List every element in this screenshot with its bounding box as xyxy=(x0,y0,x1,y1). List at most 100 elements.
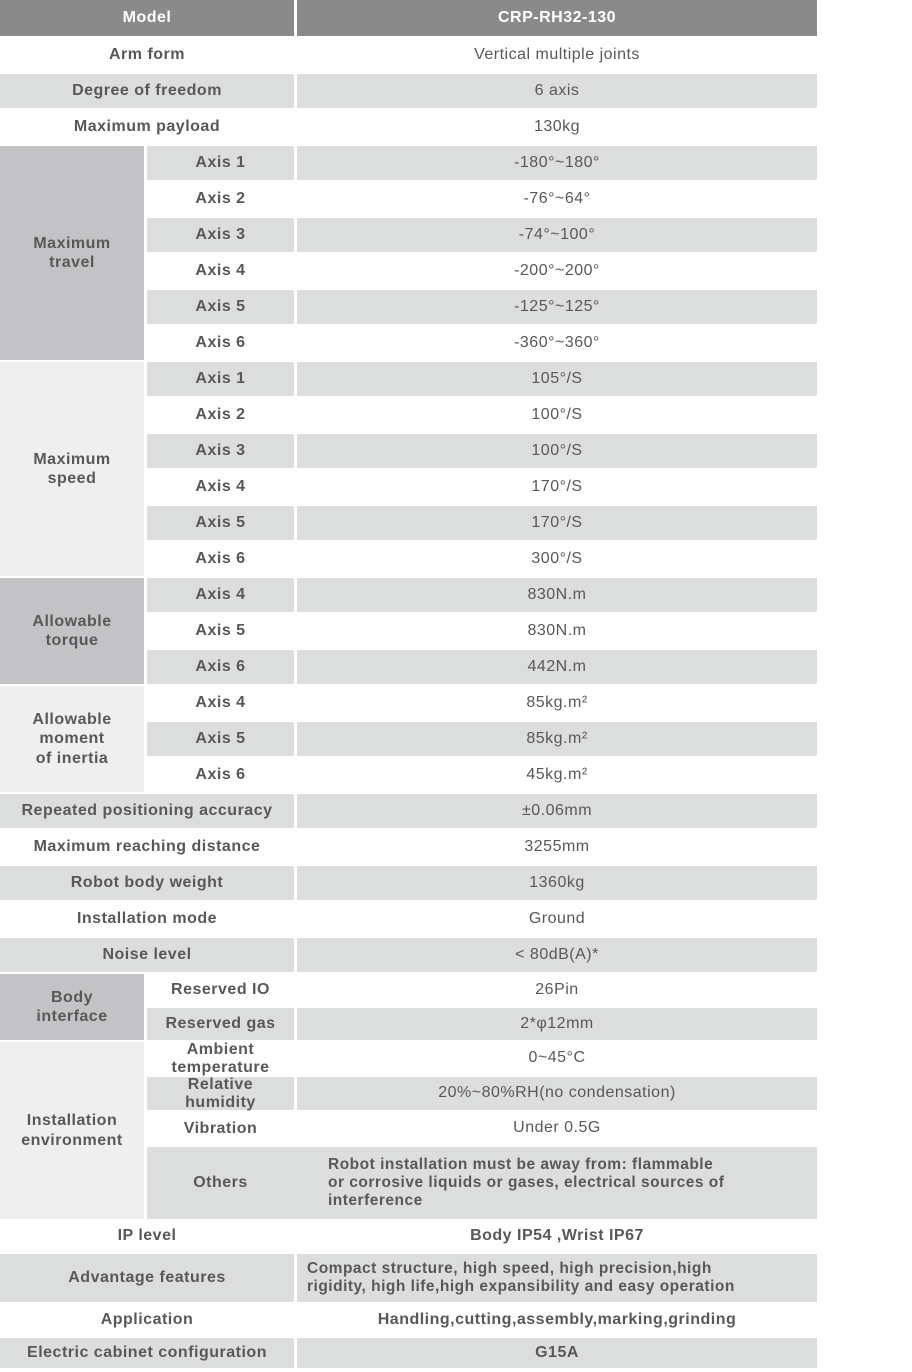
group-row-axis-5: Axis 5 85kg.m² xyxy=(147,722,817,756)
axis-value: 170°/S xyxy=(297,470,817,504)
group-rows: Axis 1 -180°~180° Axis 2 -76°~64° Axis 3… xyxy=(147,146,817,360)
row-value: Compact structure, high speed, high prec… xyxy=(297,1254,817,1302)
row-value: Handling,cutting,assembly,marking,grindi… xyxy=(297,1304,817,1336)
group-row-axis-3: Axis 3 -74°~100° xyxy=(147,218,817,252)
spec-row-installation-mode: Installation mode Ground xyxy=(0,902,817,936)
spec-row-application: Application Handling,cutting,assembly,ma… xyxy=(0,1304,817,1336)
sub-value: Robot installation must be away from: fl… xyxy=(294,1147,817,1219)
spec-table: Model CRP-RH32-130 Arm form Vertical mul… xyxy=(0,0,817,1368)
group-installation-environment: Installation environment Ambient tempera… xyxy=(0,1041,817,1219)
spec-row-repeated-positioning-accuracy: Repeated positioning accuracy ±0.06mm xyxy=(0,794,817,828)
group-row-axis-4: Axis 4 830N.m xyxy=(147,578,817,612)
sub-value: 20%~80%RH(no condensation) xyxy=(297,1077,817,1110)
spec-row-arm-form: Arm form Vertical multiple joints xyxy=(0,38,817,72)
spec-row-maximum-payload: Maximum payload 130kg xyxy=(0,110,817,144)
spec-row-robot-body-weight: Robot body weight 1360kg xyxy=(0,866,817,900)
group-maximum-speed: Maximum speed Axis 1 105°/S Axis 2 100°/… xyxy=(0,362,817,576)
axis-label: Axis 4 xyxy=(147,254,294,288)
group-rows: Ambient temperature 0~45°C Relative humi… xyxy=(147,1041,817,1219)
sub-value: 26Pin xyxy=(297,974,817,1006)
axis-value: 830N.m xyxy=(297,578,817,612)
group-body-interface: Body interface Reserved IO 26Pin Reserve… xyxy=(0,974,817,1040)
spec-row-noise-level: Noise level < 80dB(A)* xyxy=(0,938,817,972)
group-rows: Axis 1 105°/S Axis 2 100°/S Axis 3 100°/… xyxy=(147,362,817,576)
spec-row-maximum-reaching-distance: Maximum reaching distance 3255mm xyxy=(0,830,817,864)
axis-value: 442N.m xyxy=(297,650,817,684)
model-label-cell: Model xyxy=(0,0,294,36)
row-label: Advantage features xyxy=(0,1254,294,1302)
axis-label: Axis 5 xyxy=(147,506,294,540)
group-row-vibration: Vibration Under 0.5G xyxy=(147,1112,817,1145)
axis-label: Axis 5 xyxy=(147,290,294,324)
row-label: IP level xyxy=(0,1221,294,1252)
group-row-axis-2: Axis 2 -76°~64° xyxy=(147,182,817,216)
sub-label: Ambient temperature xyxy=(147,1041,294,1076)
group-label-cell: Body interface xyxy=(0,974,144,1040)
row-label: Noise level xyxy=(0,938,294,972)
sub-value: 0~45°C xyxy=(297,1042,817,1075)
axis-value: 170°/S xyxy=(297,506,817,540)
axis-label: Axis 1 xyxy=(147,146,294,180)
row-value: 6 axis xyxy=(297,74,817,108)
group-row-axis-6: Axis 6 442N.m xyxy=(147,650,817,684)
group-row-axis-1: Axis 1 105°/S xyxy=(147,362,817,396)
group-row-reserved-gas: Reserved gas 2*φ12mm xyxy=(147,1008,817,1040)
row-value: Body IP54 ,Wrist IP67 xyxy=(297,1221,817,1252)
group-rows: Reserved IO 26Pin Reserved gas 2*φ12mm xyxy=(147,974,817,1040)
axis-label: Axis 1 xyxy=(147,362,294,396)
axis-value: 85kg.m² xyxy=(297,722,817,756)
row-label: Application xyxy=(0,1304,294,1336)
group-row-axis-5: Axis 5 170°/S xyxy=(147,506,817,540)
row-label: Installation mode xyxy=(0,902,294,936)
sub-label: Others xyxy=(147,1147,294,1219)
axis-value: -76°~64° xyxy=(297,182,817,216)
row-value: 1360kg xyxy=(297,866,817,900)
group-row-axis-4: Axis 4 170°/S xyxy=(147,470,817,504)
group-label-cell: Allowable moment of inertia xyxy=(0,686,144,792)
row-label: Degree of freedom xyxy=(0,74,294,108)
group-allowable-torque: Allowable torque Axis 4 830N.m Axis 5 83… xyxy=(0,578,817,684)
group-row-relative-humidity: Relative humidity 20%~80%RH(no condensat… xyxy=(147,1076,817,1111)
group-row-axis-6: Axis 6 -360°~360° xyxy=(147,326,817,360)
row-value: G15A xyxy=(297,1338,817,1368)
row-label: Arm form xyxy=(0,38,294,72)
row-label: Maximum reaching distance xyxy=(0,830,294,864)
axis-value: 85kg.m² xyxy=(297,686,817,720)
axis-value: -200°~200° xyxy=(297,254,817,288)
axis-label: Axis 6 xyxy=(147,650,294,684)
group-label-cell: Installation environment xyxy=(0,1042,144,1219)
group-row-ambient-temperature: Ambient temperature 0~45°C xyxy=(147,1041,817,1076)
axis-value: -125°~125° xyxy=(297,290,817,324)
model-value-cell: CRP-RH32-130 xyxy=(297,0,817,36)
axis-value: 45kg.m² xyxy=(297,758,817,792)
row-value: ±0.06mm xyxy=(297,794,817,828)
sub-value: Under 0.5G xyxy=(297,1112,817,1145)
sub-label: Vibration xyxy=(147,1112,294,1145)
axis-label: Axis 5 xyxy=(147,614,294,648)
sub-label: Reserved gas xyxy=(147,1008,294,1040)
axis-label: Axis 6 xyxy=(147,542,294,576)
group-label-cell: Allowable torque xyxy=(0,578,144,684)
group-label-cell: Maximum speed xyxy=(0,362,144,576)
table-header-row: Model CRP-RH32-130 xyxy=(0,0,817,36)
row-label: Maximum payload xyxy=(0,110,294,144)
row-value: Ground xyxy=(297,902,817,936)
axis-label: Axis 4 xyxy=(147,686,294,720)
spec-row-advantage-features: Advantage features Compact structure, hi… xyxy=(0,1254,817,1302)
axis-value: 105°/S xyxy=(297,362,817,396)
group-row-axis-4: Axis 4 85kg.m² xyxy=(147,686,817,720)
sub-label: Relative humidity xyxy=(147,1076,294,1111)
group-row-axis-3: Axis 3 100°/S xyxy=(147,434,817,468)
axis-value: 300°/S xyxy=(297,542,817,576)
row-value: 130kg xyxy=(297,110,817,144)
group-row-axis-5: Axis 5 830N.m xyxy=(147,614,817,648)
group-rows: Axis 4 85kg.m² Axis 5 85kg.m² Axis 6 45k… xyxy=(147,686,817,792)
group-row-axis-5: Axis 5 -125°~125° xyxy=(147,290,817,324)
axis-label: Axis 3 xyxy=(147,434,294,468)
axis-label: Axis 2 xyxy=(147,182,294,216)
axis-label: Axis 5 xyxy=(147,722,294,756)
row-value: 3255mm xyxy=(297,830,817,864)
spec-row-degree-of-freedom: Degree of freedom 6 axis xyxy=(0,74,817,108)
row-value: Vertical multiple joints xyxy=(297,38,817,72)
